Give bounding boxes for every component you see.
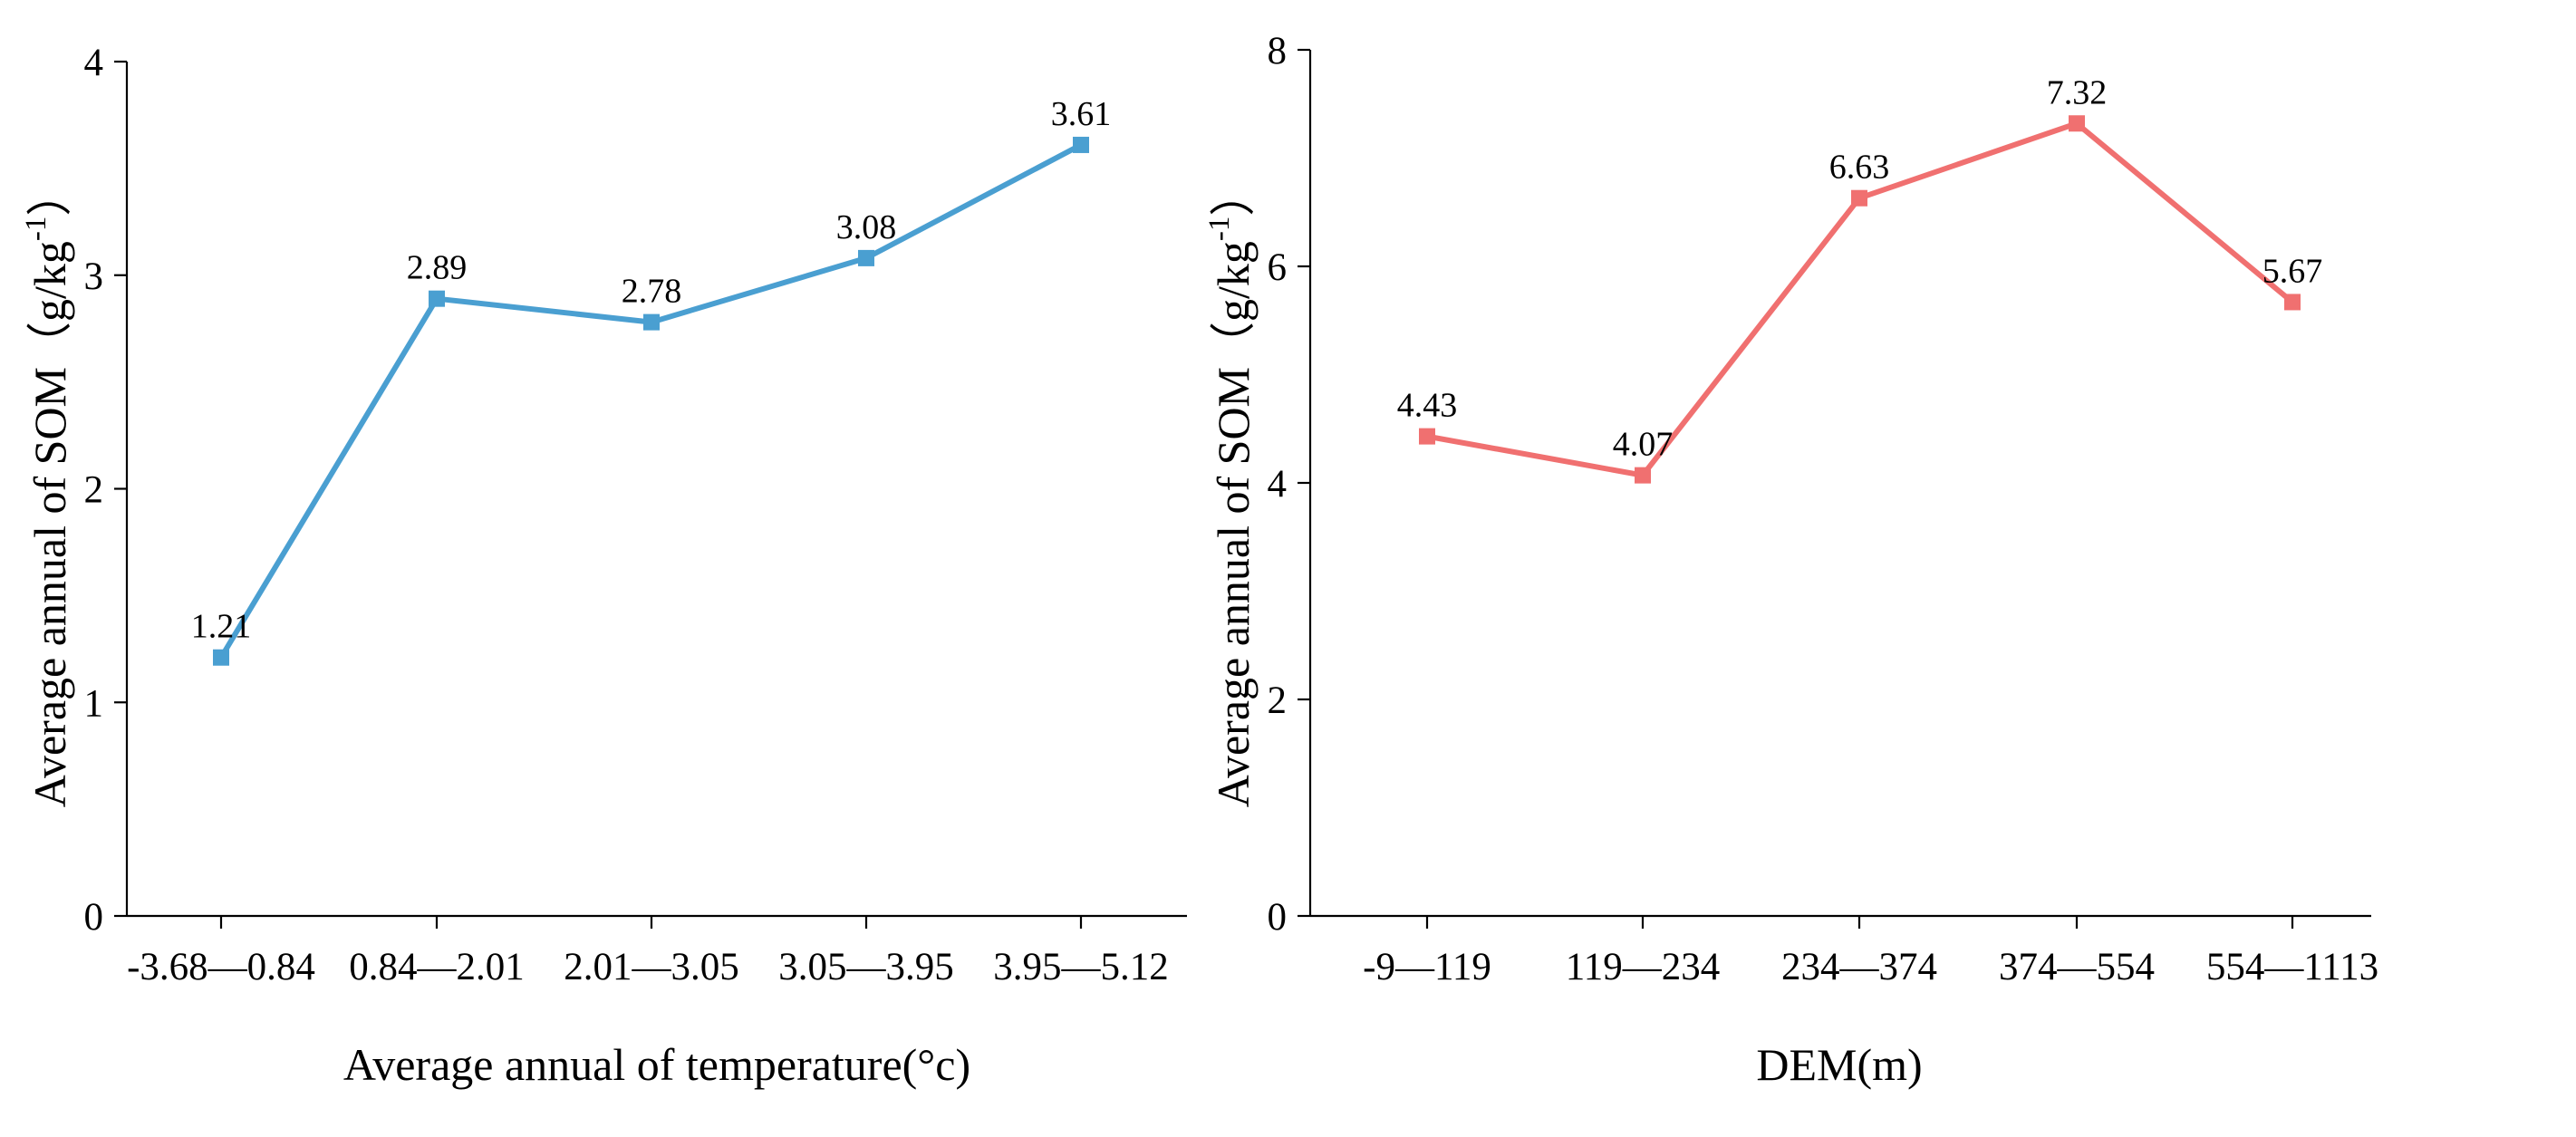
data-markers	[1419, 115, 2301, 484]
x-tick-label: 119—234	[1566, 946, 1720, 988]
y-axis-title-close: ）	[1208, 171, 1259, 217]
data-label: 2.89	[407, 249, 468, 287]
data-label: 3.08	[836, 208, 897, 246]
y-ticks: 0 2 4 6 8	[1268, 30, 1310, 939]
x-tick-label: 2.01—3.05	[564, 946, 739, 988]
data-label: 2.78	[622, 273, 682, 311]
data-point-marker	[858, 249, 874, 266]
y-ticks: 0 1 2 3 4	[84, 42, 127, 939]
chart-right: 0 2 4 6 8 -9—119 119—234 234—374 374—554 554—111…	[1203, 30, 2378, 1090]
y-tick-label: 3	[84, 255, 104, 298]
x-tick-label: 554—1113	[2206, 946, 2378, 988]
data-label: 7.32	[2047, 73, 2108, 111]
data-label: 4.43	[1397, 387, 1458, 425]
y-tick-label: 1	[84, 682, 104, 725]
x-axis-title: Average annual of temperature(°c)	[343, 1039, 970, 1090]
data-point-marker	[213, 649, 229, 666]
x-tick-label: 3.05—3.95	[778, 946, 954, 988]
data-label: 5.67	[2262, 252, 2323, 290]
data-point-marker	[429, 290, 445, 307]
y-axis-title: Average annual of SOM（g/kg-1）	[1203, 171, 1259, 808]
y-tick-label: 4	[84, 42, 104, 84]
y-tick-label: 0	[1268, 896, 1288, 939]
x-tick-label: -9—119	[1363, 946, 1491, 988]
y-axis-title-superscript: -1	[1203, 217, 1236, 242]
y-axis-title-close: ）	[24, 171, 75, 217]
y-axis-title-main: Average annual of SOM（g/kg	[1208, 241, 1259, 807]
x-ticks: -3.68—0.84 0.84—2.01 2.01—3.05 3.05—3.95 3.9…	[127, 916, 1169, 988]
x-tick-label: -3.68—0.84	[127, 946, 315, 988]
data-label: 4.07	[1613, 426, 1674, 464]
data-markers	[213, 136, 1089, 666]
x-tick-label: 0.84—2.01	[349, 946, 525, 988]
y-axis-title-main: Average annual of SOM（g/kg	[24, 241, 75, 807]
data-point-marker	[2284, 294, 2301, 311]
y-tick-label: 2	[1268, 679, 1288, 722]
data-labels: 1.21 2.89 2.78 3.08 3.61	[191, 95, 1112, 646]
data-point-marker	[1635, 467, 1651, 484]
data-point-marker	[2069, 115, 2085, 132]
x-tick-label: 374—554	[1999, 946, 2155, 988]
y-tick-label: 0	[84, 896, 104, 939]
data-labels: 4.43 4.07 6.63 7.32 5.67	[1397, 73, 2323, 463]
x-ticks: -9—119 119—234 234—374 374—554 554—1113	[1363, 916, 2378, 988]
y-tick-label: 8	[1268, 30, 1288, 72]
data-point-marker	[1073, 136, 1089, 153]
data-point-marker	[1851, 189, 1867, 207]
y-tick-label: 2	[84, 469, 104, 512]
series-line	[218, 142, 1083, 660]
y-tick-label: 4	[1268, 463, 1288, 506]
data-label: 3.61	[1051, 95, 1112, 133]
y-tick-label: 6	[1268, 246, 1288, 289]
data-point-marker	[1419, 428, 1435, 445]
x-axis-title: DEM(m)	[1756, 1039, 1922, 1090]
x-tick-label: 234—374	[1781, 946, 1937, 988]
x-tick-label: 3.95—5.12	[993, 946, 1169, 988]
data-label: 6.63	[1829, 149, 1890, 187]
y-axis-title-superscript: -1	[20, 217, 53, 242]
data-point-marker	[643, 313, 660, 331]
data-label: 1.21	[191, 608, 252, 646]
chart-left: 0 1 2 3 4 -3.68—0.84 0.84—2.01 2.01—3.05 3.05—3…	[20, 42, 1187, 1090]
y-axis-title: Average annual of SOM（g/kg-1）	[20, 171, 75, 808]
